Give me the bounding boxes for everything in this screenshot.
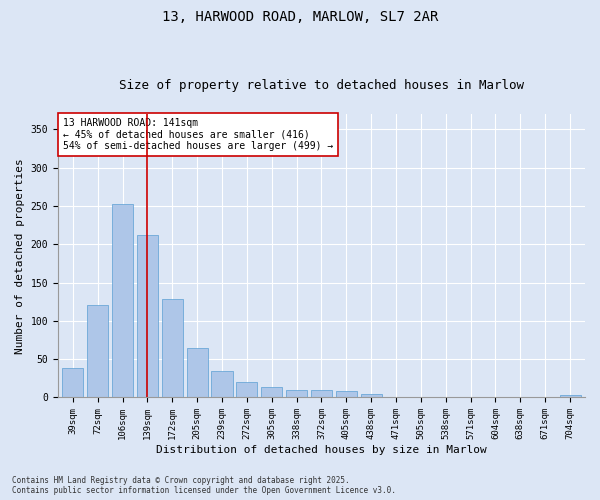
Bar: [311, 390, 332, 398]
Bar: [261, 386, 282, 398]
Bar: [236, 382, 257, 398]
Text: Contains HM Land Registry data © Crown copyright and database right 2025.
Contai: Contains HM Land Registry data © Crown c…: [12, 476, 396, 495]
Y-axis label: Number of detached properties: Number of detached properties: [15, 158, 25, 354]
Bar: [62, 368, 83, 398]
Bar: [112, 204, 133, 398]
Title: Size of property relative to detached houses in Marlow: Size of property relative to detached ho…: [119, 79, 524, 92]
Text: 13 HARWOOD ROAD: 141sqm
← 45% of detached houses are smaller (416)
54% of semi-d: 13 HARWOOD ROAD: 141sqm ← 45% of detache…: [63, 118, 334, 152]
Bar: [286, 390, 307, 398]
Text: 13, HARWOOD ROAD, MARLOW, SL7 2AR: 13, HARWOOD ROAD, MARLOW, SL7 2AR: [162, 10, 438, 24]
Bar: [361, 394, 382, 398]
Bar: [87, 305, 108, 398]
Bar: [211, 370, 233, 398]
Bar: [410, 396, 431, 398]
Bar: [162, 298, 183, 398]
Bar: [187, 348, 208, 398]
Bar: [560, 395, 581, 398]
Bar: [385, 396, 407, 398]
X-axis label: Distribution of detached houses by size in Marlow: Distribution of detached houses by size …: [156, 445, 487, 455]
Bar: [137, 235, 158, 398]
Bar: [336, 390, 357, 398]
